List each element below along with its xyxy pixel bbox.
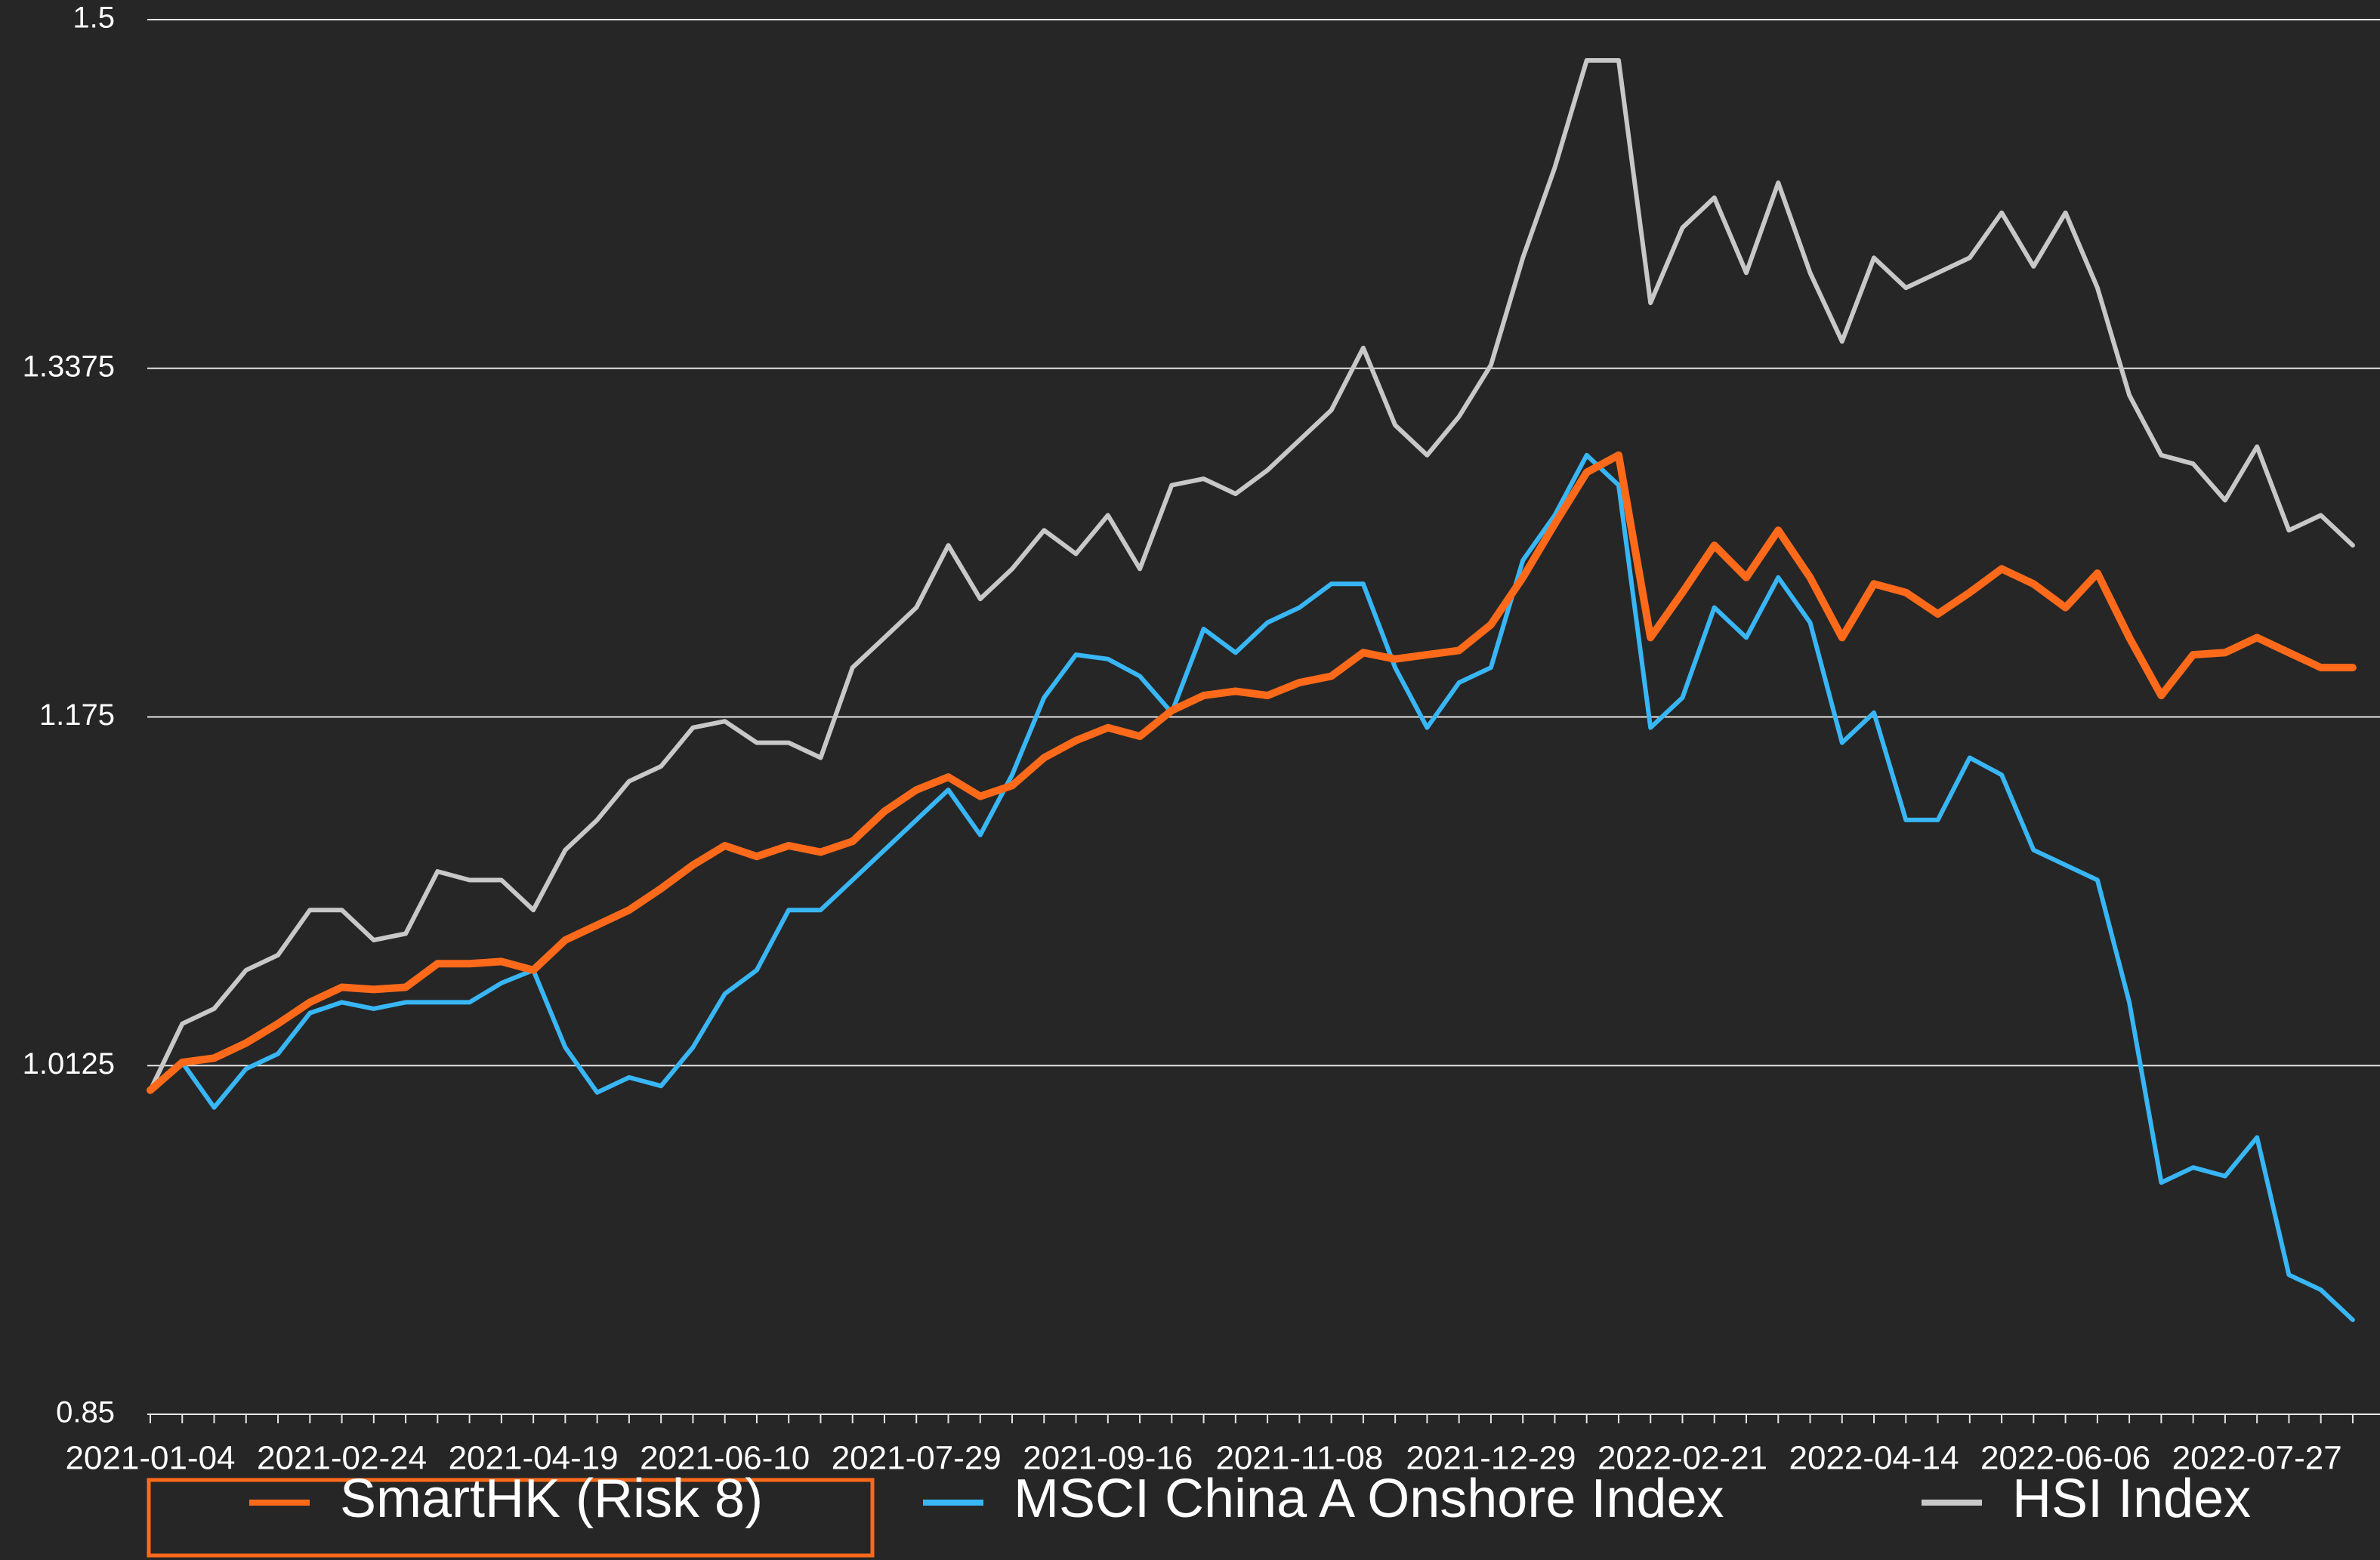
series-line (148, 452, 2355, 1322)
x-tick-label: 2021-06-10 (640, 1440, 810, 1477)
legend-label[interactable]: SmartHK (Risk 8) (340, 1469, 763, 1529)
y-tick-label: 1.175 (39, 698, 115, 732)
y-tick-label: 1.3375 (23, 350, 115, 383)
x-tick-label: 2021-01-04 (65, 1440, 235, 1477)
x-tick-label: 2021-07-29 (832, 1440, 1002, 1477)
x-tick-label: 2022-02-21 (1597, 1440, 1767, 1477)
x-tick-label: 2021-04-19 (449, 1440, 619, 1477)
legend-label[interactable]: HSI Index (2012, 1469, 2251, 1529)
x-tick-label: 2022-04-14 (1789, 1440, 1959, 1477)
x-tick-label: 2021-11-08 (1215, 1440, 1383, 1477)
y-tick-label: 1.0125 (23, 1047, 115, 1081)
series-line (147, 451, 2357, 1094)
legend-label[interactable]: MSCI China A Onshore Index (1014, 1469, 1724, 1529)
y-tick-label: 1.5 (73, 2, 115, 35)
x-tick-label: 2022-07-27 (2172, 1440, 2342, 1477)
series-line (148, 58, 2355, 1093)
x-tick-label: 2021-09-16 (1023, 1440, 1193, 1477)
x-tick-label: 2022-06-06 (1980, 1440, 2150, 1477)
x-tick-label: 2021-02-24 (257, 1440, 427, 1477)
y-tick-label: 0.85 (56, 1396, 115, 1429)
legend-selection[interactable] (147, 1478, 875, 1558)
x-tick-label: 2021-12-29 (1406, 1440, 1576, 1477)
